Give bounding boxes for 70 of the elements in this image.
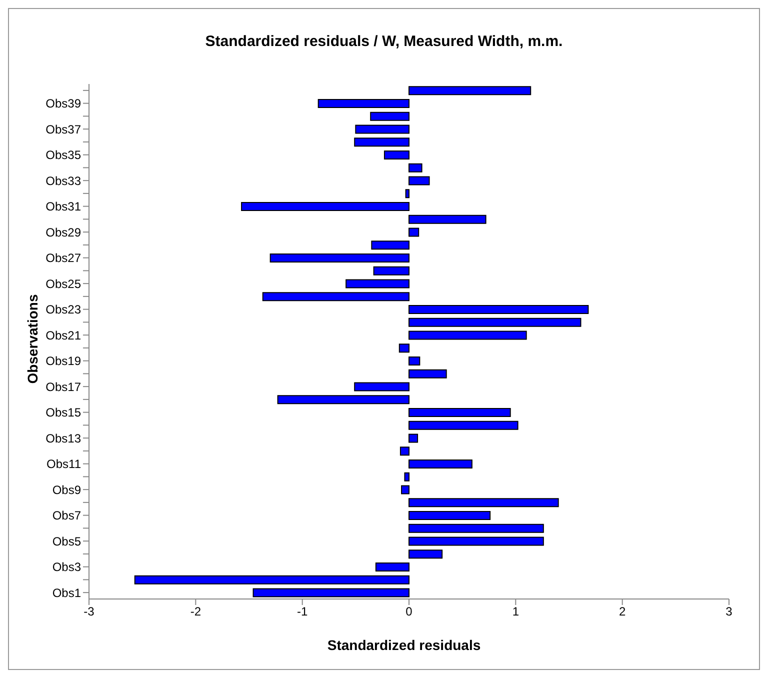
bar bbox=[318, 98, 410, 108]
bar bbox=[270, 253, 410, 262]
x-tick-label: -2 bbox=[190, 604, 202, 619]
y-tick-label: Obs11 bbox=[46, 457, 82, 472]
bar bbox=[408, 369, 447, 378]
bar bbox=[408, 330, 527, 340]
bar bbox=[355, 124, 410, 134]
y-tick-label: Obs13 bbox=[46, 431, 82, 446]
y-tick-label: Obs9 bbox=[52, 482, 82, 497]
bar bbox=[408, 163, 422, 172]
bar bbox=[408, 420, 518, 430]
y-tick-label: Obs33 bbox=[46, 174, 82, 188]
y-tick-label: Obs25 bbox=[46, 276, 82, 291]
bar bbox=[408, 434, 418, 443]
chart-title: Standardized residuals / W, Measured Width, m.m. bbox=[204, 33, 564, 50]
y-tick-label: Obs21 bbox=[46, 328, 82, 342]
bar bbox=[371, 240, 410, 250]
bar bbox=[408, 86, 532, 96]
bar bbox=[408, 356, 420, 366]
x-tick-label: 2 bbox=[618, 604, 626, 619]
y-tick-label: Obs1 bbox=[52, 586, 82, 600]
x-tick-label: 0 bbox=[406, 604, 413, 619]
bar bbox=[354, 382, 410, 392]
bar bbox=[408, 498, 559, 508]
bar bbox=[346, 279, 410, 288]
y-tick-label: Obs19 bbox=[46, 354, 82, 368]
bar bbox=[354, 138, 410, 147]
bar bbox=[408, 408, 511, 417]
bar bbox=[262, 292, 410, 302]
y-tick-label: Obs17 bbox=[46, 380, 82, 394]
y-tick-label: Obs29 bbox=[46, 225, 82, 240]
bar bbox=[408, 510, 491, 520]
y-tick-label: Obs15 bbox=[46, 406, 82, 420]
x-tick-label: 3 bbox=[726, 604, 733, 619]
x-axis-title: Standardized residuals bbox=[326, 637, 482, 653]
y-tick-label: Obs5 bbox=[52, 534, 82, 548]
x-tick-label: 1 bbox=[512, 604, 520, 619]
bar bbox=[241, 202, 410, 211]
y-axis-title: Observations bbox=[25, 294, 42, 384]
bar bbox=[408, 176, 430, 186]
y-tick-label: Obs27 bbox=[46, 251, 82, 266]
bar bbox=[384, 150, 410, 160]
bar bbox=[404, 472, 410, 482]
y-tick-label: Obs35 bbox=[46, 148, 82, 162]
bar bbox=[134, 575, 410, 584]
y-tick-label: Obs31 bbox=[46, 200, 82, 214]
x-tick-label: -1 bbox=[296, 604, 308, 619]
y-tick-label: Obs39 bbox=[46, 96, 82, 111]
bar bbox=[401, 485, 410, 494]
x-tick-label: -3 bbox=[84, 604, 95, 619]
bar bbox=[400, 446, 410, 456]
bar bbox=[408, 459, 472, 468]
y-tick-label: Obs7 bbox=[52, 508, 82, 523]
bar bbox=[277, 395, 410, 404]
bar bbox=[252, 588, 410, 598]
bar bbox=[408, 550, 443, 559]
bar bbox=[370, 112, 410, 121]
bar bbox=[405, 189, 410, 198]
y-tick-label: Obs37 bbox=[46, 122, 82, 136]
bar bbox=[408, 536, 544, 546]
bar bbox=[408, 214, 486, 224]
y-tick-label: Obs3 bbox=[52, 560, 82, 574]
bar bbox=[375, 562, 410, 572]
bar bbox=[408, 318, 582, 327]
bar bbox=[398, 344, 410, 353]
bar bbox=[408, 228, 420, 237]
bar bbox=[373, 266, 410, 276]
bar bbox=[408, 524, 544, 533]
bar bbox=[408, 304, 589, 314]
y-tick-label: Obs23 bbox=[46, 302, 82, 317]
